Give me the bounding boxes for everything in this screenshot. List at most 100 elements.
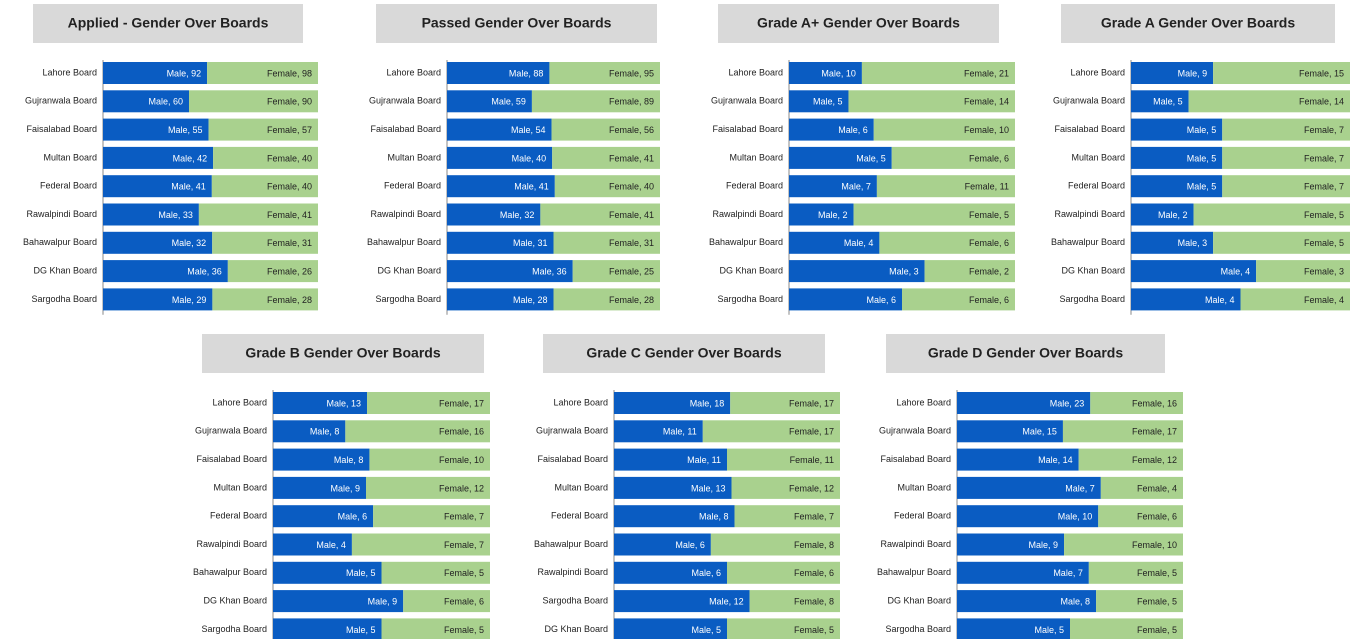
- bar-segment: Female: [207, 62, 318, 84]
- value-label: Female, 6: [1137, 512, 1177, 522]
- category-label: Federal Board: [726, 181, 783, 191]
- bar-segment: Female: [1213, 62, 1350, 84]
- value-label: Male, 88: [509, 68, 544, 78]
- bar-segment: Female: [227, 260, 318, 283]
- title-box: [202, 334, 484, 373]
- value-label: Female, 56: [609, 125, 654, 135]
- value-label: Female, 7: [794, 512, 834, 522]
- value-label: Female, 41: [267, 210, 312, 220]
- value-label: Female, 8: [794, 540, 834, 550]
- bar-segment: Male: [957, 476, 1101, 499]
- value-label: Female, 40: [267, 153, 312, 163]
- category-label: Lahore Board: [553, 397, 608, 407]
- value-label: Male, 9: [330, 483, 360, 493]
- bar-segment: Male: [103, 288, 213, 311]
- bar-segment: Male: [273, 590, 404, 613]
- bar-segment: Male: [1131, 118, 1223, 141]
- category-label: Bahawalpur Board: [367, 237, 441, 247]
- bar-segment: Female: [345, 420, 490, 443]
- category-label: Federal Board: [894, 511, 951, 521]
- category-label: Faisalabad Board: [537, 454, 608, 464]
- category-label: Multan Board: [1071, 152, 1125, 162]
- bar-segment: Male: [789, 288, 902, 311]
- category-label: Rawalpindi Board: [712, 209, 783, 219]
- bar-segment: Female: [553, 288, 660, 311]
- bar-segment: Female: [853, 203, 1015, 226]
- bar-segment: Male: [447, 203, 541, 226]
- bar-segment: Female: [369, 448, 490, 471]
- bar-segment: Male: [103, 146, 214, 169]
- bar-segment: Female: [730, 392, 840, 414]
- category-label: Rawalpindi Board: [370, 209, 441, 219]
- bar-segment: Male: [273, 505, 374, 528]
- value-label: Female, 14: [964, 97, 1009, 107]
- bar-segment: Female: [381, 618, 490, 639]
- title-box: [376, 4, 657, 43]
- bar-segment: Female: [876, 175, 1015, 198]
- bar-segment: Male: [614, 618, 727, 639]
- chart-title: Grade A+ Gender Over Boards: [757, 15, 960, 31]
- chart-title: Applied - Gender Over Boards: [68, 15, 269, 31]
- value-label: Male, 11: [663, 427, 697, 437]
- bar-segment: Male: [1131, 146, 1223, 169]
- value-label: Female, 7: [1304, 125, 1344, 135]
- bar-segment: Male: [447, 231, 554, 254]
- bar-segment: Male: [273, 448, 370, 471]
- value-label: Female, 41: [609, 210, 654, 220]
- value-label: Male, 6: [838, 125, 868, 135]
- category-label: Lahore Board: [728, 67, 783, 77]
- category-label: Lahore Board: [386, 67, 441, 77]
- value-label: Female, 4: [1304, 295, 1344, 305]
- value-label: Male, 41: [514, 182, 549, 192]
- category-label: DG Khan Board: [377, 265, 441, 275]
- bar-segment: Male: [614, 590, 750, 613]
- title-box: [718, 4, 999, 43]
- bar-segment: Male: [789, 175, 877, 198]
- value-label: Female, 4: [1137, 483, 1177, 493]
- chart: Applied - Gender Over Boards Lahore Board…: [23, 4, 318, 315]
- category-label: Multan Board: [43, 152, 97, 162]
- value-label: Female, 7: [1304, 182, 1344, 192]
- category-label: Gujranwala Board: [711, 96, 783, 106]
- category-label: Sargodha Board: [717, 294, 783, 304]
- category-label: DG Khan Board: [203, 595, 267, 605]
- bar-segment: Male: [614, 420, 703, 443]
- bar-segment: Male: [957, 561, 1089, 584]
- value-label: Female, 5: [1304, 238, 1344, 248]
- bar-segment: Female: [727, 561, 840, 584]
- value-label: Male, 6: [691, 568, 721, 578]
- bar-segment: Male: [1131, 62, 1214, 84]
- bar-segment: Female: [1222, 175, 1350, 198]
- bar-segment: Female: [879, 231, 1015, 254]
- bar-segment: Male: [447, 146, 553, 169]
- value-label: Male, 5: [1187, 182, 1217, 192]
- value-label: Female, 98: [267, 68, 312, 78]
- bar-segment: Male: [957, 505, 1099, 528]
- bar-segment: Female: [924, 260, 1015, 283]
- bar-segment: Female: [552, 146, 660, 169]
- bar-segment: Male: [447, 118, 552, 141]
- value-label: Male, 4: [844, 238, 874, 248]
- bar-segment: Male: [103, 203, 199, 226]
- chart: Grade A Gender Over Boards Lahore Board Ma…: [1051, 4, 1350, 315]
- value-label: Female, 90: [267, 97, 312, 107]
- bar-segment: Female: [861, 62, 1015, 84]
- category-label: Lahore Board: [1070, 67, 1125, 77]
- bar-segment: Male: [447, 288, 554, 311]
- category-label: Faisalabad Board: [26, 124, 97, 134]
- value-label: Male, 12: [709, 596, 744, 606]
- category-label: Multan Board: [554, 482, 608, 492]
- bar-segment: Male: [1131, 231, 1214, 254]
- value-label: Male, 6: [675, 540, 705, 550]
- bar-segment: Male: [273, 561, 382, 584]
- value-label: Male, 10: [821, 68, 856, 78]
- category-label: Rawalpindi Board: [26, 209, 97, 219]
- value-label: Female, 5: [1137, 568, 1177, 578]
- bar-segment: Male: [447, 175, 555, 198]
- bar-segment: Female: [1098, 505, 1183, 528]
- category-label: Gujranwala Board: [1053, 96, 1125, 106]
- value-label: Male, 5: [1187, 153, 1217, 163]
- value-label: Female, 5: [1137, 625, 1177, 635]
- value-label: Male, 2: [1158, 210, 1188, 220]
- chart: Grade B Gender Over Boards Lahore Board Ma…: [193, 334, 490, 639]
